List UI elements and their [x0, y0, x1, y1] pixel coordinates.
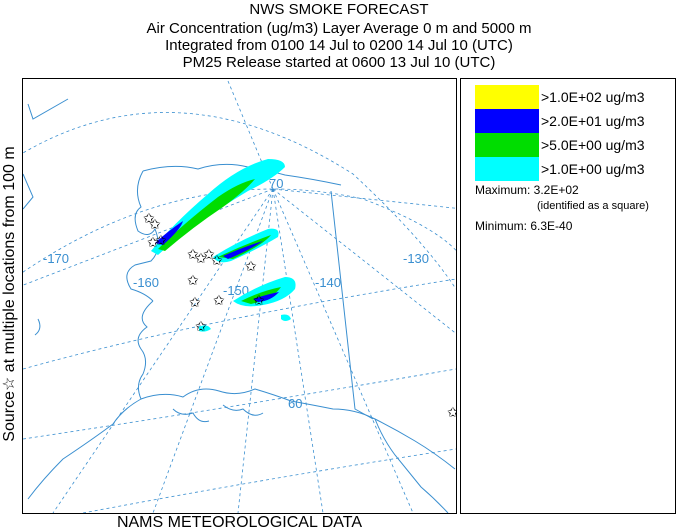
lon-label-130: -130 — [403, 251, 429, 266]
lon-label-170: -170 — [43, 251, 69, 266]
source-star-icon: ✩ — [149, 216, 161, 232]
us-canada-border — [330, 190, 374, 420]
subtitle-concentration: Air Concentration (ug/m3) Layer Average … — [146, 20, 532, 37]
source-star-icon: ✩ — [195, 318, 207, 334]
legend-swatch-yellow — [475, 85, 539, 109]
source-star-icon: ✩ — [195, 250, 207, 266]
source-star-icon: ✩ — [211, 252, 223, 268]
legend-panel: >1.0E+02 ug/m3 >2.0E+01 ug/m3 >5.0E+00 u… — [460, 78, 676, 514]
source-markers: ✩ ✩ ✩ ✩ ✩ ✩ ✩ ✩ ✩ ✩ ✩ ✩ ✩ ✩ ✩ — [143, 210, 456, 420]
legend-label-3: >5.0E+00 ug/m3 — [541, 137, 645, 153]
maximum-note: (identified as a square) — [537, 200, 649, 212]
lon-label-140: -140 — [315, 275, 341, 290]
lat-label-70: 70 — [269, 176, 283, 191]
maximum-value: Maximum: 3.2E+02 — [475, 183, 579, 197]
source-star-icon: ✩ — [203, 246, 215, 262]
map-svg: -170 -160 -150 -140 -130 70 60 — [23, 79, 456, 513]
source-star-icon: ✩ — [187, 272, 199, 288]
source-axis-label: Source☆ at multiple locations from 100 m — [1, 146, 18, 442]
smoke-plume-central — [213, 228, 279, 263]
lon-label-150: -150 — [223, 283, 249, 298]
source-star-icon: ✩ — [143, 210, 155, 226]
legend-swatch-blue — [475, 109, 539, 133]
legend-swatch-cyan — [475, 157, 539, 181]
source-star-icon: ✩ — [447, 404, 456, 420]
legend-label-2: >2.0E+01 ug/m3 — [541, 113, 645, 129]
lat-label-60: 60 — [288, 396, 302, 411]
lon-label-160: -160 — [133, 275, 159, 290]
source-star-icon: ✩ — [155, 232, 167, 248]
legend-label-1: >1.0E+02 ug/m3 — [541, 89, 645, 105]
data-source-footer: NAMS METEOROLOGICAL DATA — [116, 514, 363, 531]
latitude-lines — [23, 112, 456, 513]
source-star-icon: ✩ — [213, 292, 225, 308]
legend-swatch-green — [475, 133, 539, 157]
source-star-icon: ✩ — [189, 294, 201, 310]
source-star-icon: ✩ — [147, 234, 159, 250]
map-panel: -170 -160 -150 -140 -130 70 60 — [22, 78, 457, 514]
subtitle-release: PM25 Release started at 0600 13 Jul 10 (… — [182, 54, 496, 71]
smoke-plume-south — [199, 277, 296, 332]
legend-label-4: >1.0E+00 ug/m3 — [541, 161, 645, 177]
subtitle-integration: Integrated from 0100 14 Jul to 0200 14 J… — [165, 37, 513, 54]
forecast-title: NWS SMOKE FORECAST — [249, 1, 429, 18]
minimum-value: Minimum: 6.3E-40 — [475, 219, 573, 233]
source-star-icon: ✩ — [245, 258, 257, 274]
smoke-plume-north — [151, 159, 285, 255]
source-star-icon: ✩ — [187, 246, 199, 262]
coastline — [23, 98, 456, 513]
source-star-icon: ✩ — [253, 292, 265, 308]
